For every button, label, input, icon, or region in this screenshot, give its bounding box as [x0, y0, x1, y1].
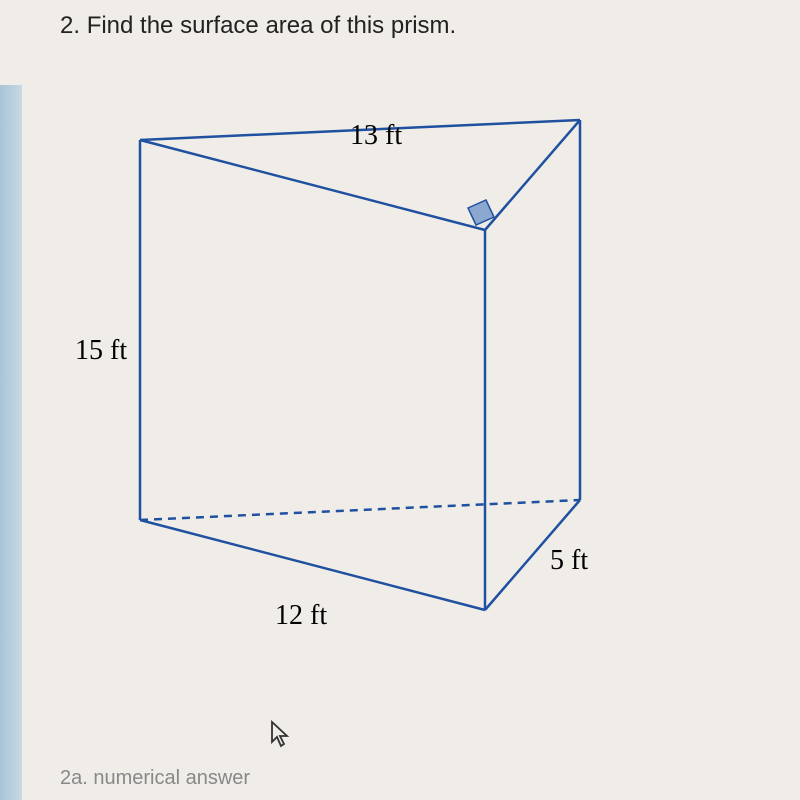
label-base-front: 12 ft — [275, 600, 327, 632]
prism-edge-top-right — [485, 120, 580, 230]
prism-edge-hidden — [140, 500, 580, 520]
question-prompt: 2. Find the surface area of this prism. — [60, 12, 456, 40]
question-body: Find the surface area of this prism. — [87, 12, 457, 39]
question-number: 2. — [60, 12, 80, 39]
cursor-icon — [270, 720, 292, 753]
prism-edge-bot-left — [140, 520, 485, 610]
label-base-side: 5 ft — [550, 545, 588, 577]
prism-edge-top-left — [140, 140, 485, 230]
label-hypotenuse: 13 ft — [350, 120, 402, 152]
notebook-edge-strip — [0, 85, 22, 800]
right-angle-marker — [468, 200, 494, 225]
sub-question-label: 2a. numerical answer — [60, 767, 250, 790]
prism-diagram-container: 13 ft 15 ft 12 ft 5 ft — [80, 100, 720, 740]
label-height: 15 ft — [75, 335, 127, 367]
